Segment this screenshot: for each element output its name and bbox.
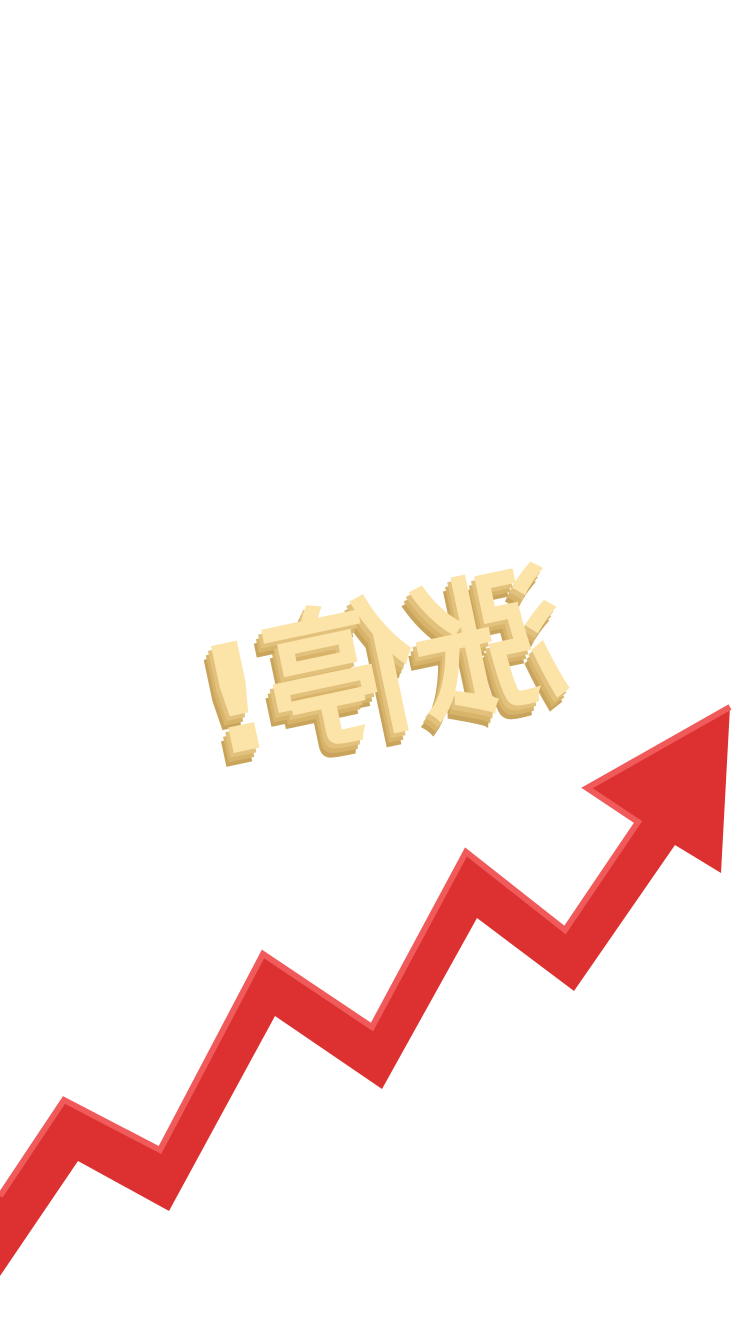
headline-face: 涨停! xyxy=(184,546,581,793)
headline-3d-text: 涨停! 涨停! 涨停! 涨停! xyxy=(177,546,581,807)
rising-arrow-icon xyxy=(0,704,732,1276)
